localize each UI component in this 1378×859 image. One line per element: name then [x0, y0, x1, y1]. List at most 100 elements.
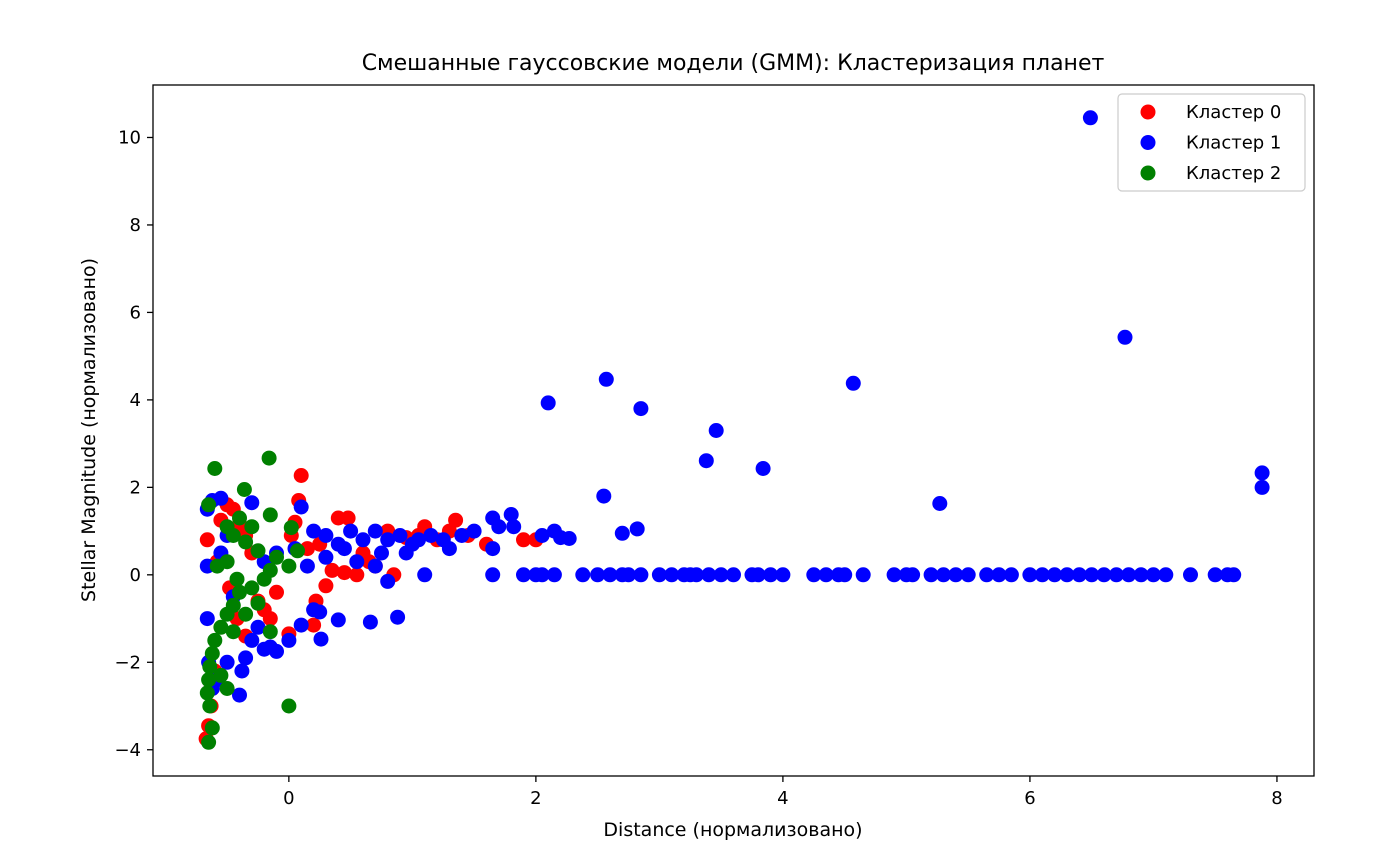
- data-point: [392, 528, 408, 543]
- data-point: [466, 523, 482, 539]
- data-point: [269, 549, 284, 565]
- data-point: [1254, 479, 1270, 495]
- data-point: [1059, 567, 1075, 583]
- data-point: [979, 567, 995, 583]
- data-point: [448, 512, 464, 528]
- data-point: [313, 631, 329, 647]
- data-point: [250, 595, 266, 611]
- data-point: [1022, 567, 1038, 583]
- data-point: [598, 371, 614, 387]
- x-tick-label: 2: [530, 788, 541, 809]
- data-point: [1133, 567, 1149, 583]
- data-point: [1108, 567, 1124, 583]
- data-point: [750, 567, 766, 583]
- data-point: [250, 619, 266, 635]
- data-point: [1158, 567, 1174, 583]
- data-point: [244, 580, 260, 596]
- data-point: [201, 734, 217, 750]
- data-point: [485, 567, 501, 583]
- data-point: [318, 578, 334, 594]
- data-point: [318, 528, 334, 543]
- data-point: [633, 401, 649, 417]
- data-point: [318, 549, 334, 565]
- data-point: [596, 488, 612, 504]
- data-point: [726, 567, 741, 583]
- data-point: [219, 681, 235, 696]
- x-tick-label: 0: [283, 788, 294, 809]
- series-group: [199, 450, 305, 750]
- data-point: [293, 468, 309, 483]
- data-point: [355, 532, 371, 548]
- data-point: [417, 567, 433, 583]
- data-point: [256, 571, 272, 587]
- data-point: [225, 624, 241, 640]
- data-point: [602, 567, 618, 583]
- y-tick-label: 4: [130, 390, 141, 411]
- data-point: [299, 558, 315, 574]
- data-point: [411, 532, 426, 548]
- data-point: [837, 567, 853, 583]
- data-point: [614, 525, 630, 541]
- data-point: [293, 617, 309, 633]
- data-point: [380, 532, 396, 548]
- data-point: [306, 617, 322, 633]
- data-point: [534, 528, 550, 543]
- data-point: [516, 567, 531, 583]
- data-point: [698, 453, 714, 469]
- legend-label: Кластер 0: [1186, 102, 1281, 123]
- data-point: [546, 523, 562, 539]
- data-point: [343, 523, 359, 539]
- data-point: [232, 510, 247, 526]
- x-tick-label: 6: [1024, 788, 1035, 809]
- data-point: [199, 685, 215, 701]
- data-point: [1207, 567, 1223, 583]
- data-point: [1145, 567, 1161, 583]
- data-point: [534, 567, 550, 583]
- y-tick-label: −4: [114, 740, 141, 761]
- legend: Кластер 0 Кластер 1 Кластер 2: [1117, 93, 1306, 192]
- data-point: [367, 558, 383, 574]
- data-point: [281, 558, 297, 574]
- data-point: [225, 528, 241, 543]
- data-point: [818, 567, 834, 583]
- data-point: [423, 528, 439, 543]
- data-point: [324, 562, 340, 578]
- y-tick-label: 2: [130, 477, 141, 498]
- data-point: [775, 567, 791, 583]
- data-point: [204, 720, 220, 736]
- data-point: [293, 499, 309, 515]
- data-point: [1047, 567, 1063, 583]
- data-point: [232, 584, 247, 600]
- data-point: [540, 395, 556, 411]
- data-point: [1117, 329, 1133, 345]
- data-point: [516, 532, 531, 548]
- data-point: [708, 423, 724, 438]
- data-point: [688, 567, 704, 583]
- y-axis-label: Stellar Magnitude (нормализовано): [78, 258, 100, 602]
- data-point: [261, 450, 277, 466]
- data-point: [948, 567, 964, 583]
- plot-frame: [152, 84, 1315, 777]
- data-points-layer: [198, 110, 1270, 750]
- data-point: [262, 624, 278, 640]
- data-point: [213, 667, 229, 683]
- data-point: [886, 567, 902, 583]
- data-point: [201, 497, 217, 513]
- data-point: [713, 567, 729, 583]
- legend-marker: [1140, 135, 1156, 150]
- chart-title: Смешанные гауссовские модели (GMM): Клас…: [362, 51, 1105, 76]
- data-point: [1071, 567, 1087, 583]
- data-point: [621, 567, 636, 583]
- data-point: [244, 632, 260, 648]
- data-point: [701, 567, 717, 583]
- data-point: [269, 584, 284, 600]
- x-axis-label: Distance (нормализовано): [603, 819, 862, 841]
- data-point: [234, 663, 250, 679]
- data-point: [590, 567, 606, 583]
- x-axis: 0 2 4 6 8: [283, 776, 1283, 809]
- data-point: [398, 545, 414, 561]
- data-point: [238, 534, 254, 550]
- data-point: [204, 646, 220, 661]
- data-point: [806, 567, 822, 583]
- data-point: [380, 573, 396, 589]
